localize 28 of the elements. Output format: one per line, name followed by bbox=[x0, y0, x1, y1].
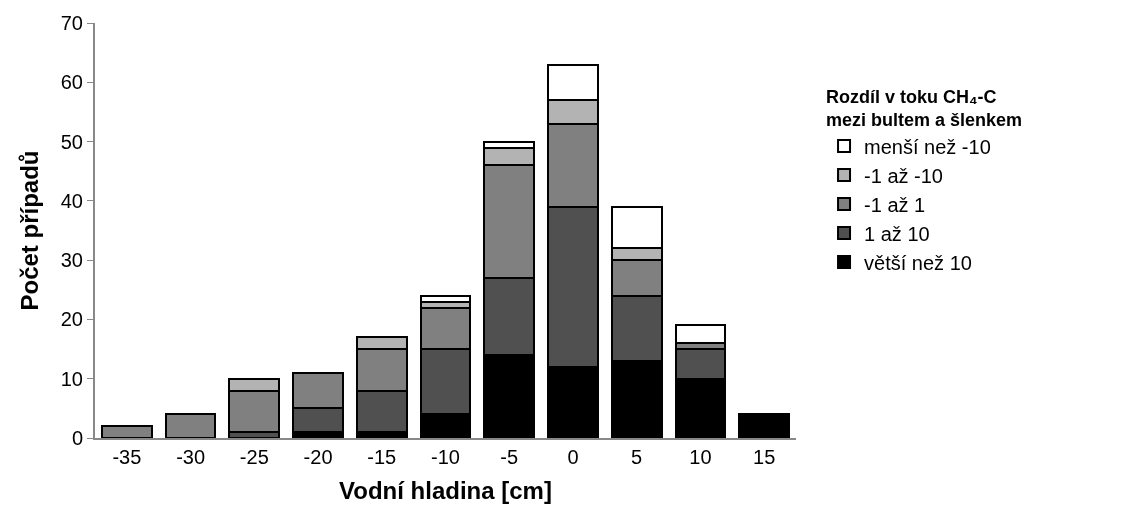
legend-label: -1 až -10 bbox=[864, 164, 943, 187]
x-tick-label: -5 bbox=[500, 446, 519, 468]
x-tick-label: 10 bbox=[689, 446, 712, 468]
x-tick-label: -35 bbox=[112, 446, 142, 468]
legend-label: -1 až 1 bbox=[864, 193, 926, 216]
x-tick-label: -20 bbox=[303, 446, 333, 468]
x-tick-label: -25 bbox=[239, 446, 269, 468]
x-tick-label: -15 bbox=[367, 446, 397, 468]
bar bbox=[738, 413, 790, 438]
x-tick-label: 0 bbox=[567, 446, 579, 468]
legend-title: Rozdíl v toku CH₄-C mezi bultem a šlenkem bbox=[826, 87, 1023, 131]
y-tick-label: 70 bbox=[60, 12, 83, 34]
x-tick-label: 5 bbox=[631, 446, 643, 468]
legend-label: 1 až 10 bbox=[864, 222, 930, 245]
x-tick-label: -30 bbox=[176, 446, 206, 468]
y-tick-label: 50 bbox=[60, 130, 83, 153]
y-tick-label: 0 bbox=[71, 427, 83, 449]
y-tick-label: 20 bbox=[60, 308, 83, 331]
x-tick-label: 15 bbox=[753, 446, 776, 468]
y-tick-label: 60 bbox=[60, 71, 83, 94]
x-axis-title: Vodní hladina [cm] bbox=[339, 476, 552, 504]
y-tick-label: 30 bbox=[60, 249, 83, 272]
legend-label: menší než -10 bbox=[864, 135, 991, 158]
y-tick-label: 10 bbox=[60, 367, 83, 390]
y-axis-title: Počet případů bbox=[16, 150, 44, 311]
y-tick-label: 40 bbox=[60, 189, 83, 212]
legend-label: větší než 10 bbox=[864, 251, 972, 274]
x-tick-label: -10 bbox=[431, 446, 460, 468]
